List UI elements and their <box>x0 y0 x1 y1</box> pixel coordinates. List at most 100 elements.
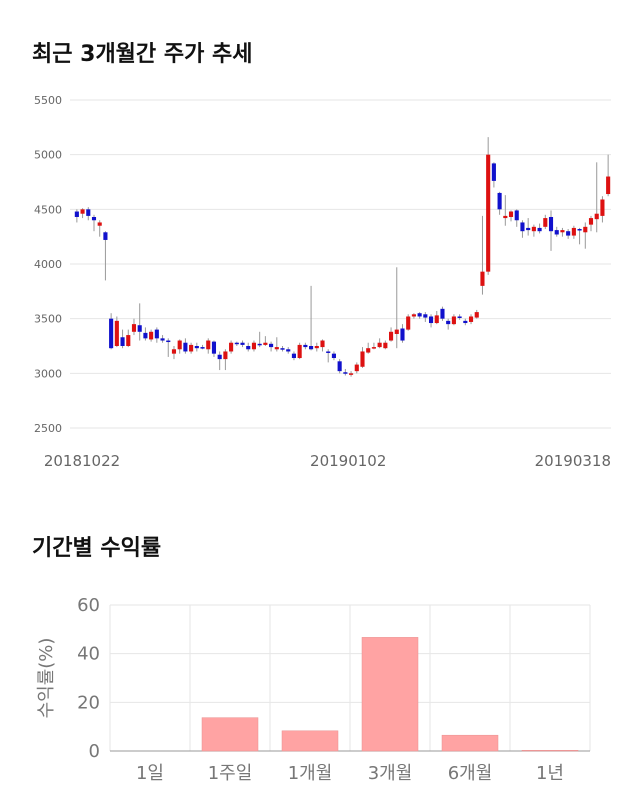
candle-body <box>137 325 142 332</box>
candle-body <box>389 331 394 341</box>
candle-body <box>440 308 445 319</box>
return-y-tick-label: 60 <box>77 595 100 616</box>
candle-body <box>166 340 171 343</box>
return-x-tick-label: 1년 <box>536 763 564 784</box>
candle-body <box>217 354 222 360</box>
candle-body <box>417 313 422 317</box>
candle-body <box>303 344 308 348</box>
price-y-tick-label: 3000 <box>34 367 62 380</box>
candle-body <box>463 320 468 324</box>
candle-body <box>229 342 234 352</box>
candle-body <box>446 320 451 325</box>
price-trend-title: 최근 3개월간 주가 추세 <box>32 42 253 67</box>
candle-body <box>537 227 542 232</box>
candle-body <box>91 216 97 221</box>
candle-body <box>606 176 611 195</box>
candle-body <box>246 346 251 350</box>
candle-body <box>571 227 576 236</box>
return-bar <box>201 717 259 752</box>
candle-body <box>314 346 319 349</box>
candle-body <box>189 344 194 352</box>
price-x-tick-label: 20181022 <box>44 452 120 470</box>
candle-body <box>149 331 154 340</box>
candle-body <box>400 328 405 341</box>
candle-body <box>366 348 371 353</box>
return-y-tick-label: 20 <box>77 692 100 713</box>
return-x-tick-label: 1주일 <box>208 763 253 784</box>
candle-body <box>326 351 331 353</box>
candle-body <box>434 315 439 324</box>
candle-body <box>514 210 519 221</box>
price-x-ticks: 20181022 20190102 20190318 <box>44 452 611 470</box>
return-x-ticks: 1일 1주일 1개월 3개월 6개월 1년 <box>136 763 564 784</box>
candle-body <box>520 222 525 232</box>
candle-body <box>526 227 531 231</box>
candle-body <box>343 372 348 374</box>
candle-body <box>508 211 514 217</box>
candle-body <box>554 230 559 235</box>
return-x-tick-label: 3개월 <box>368 763 413 784</box>
candle-body <box>320 340 325 348</box>
candle-body <box>594 213 599 220</box>
candle-body <box>74 211 79 217</box>
return-x-tick-label: 6개월 <box>448 763 493 784</box>
candle-body <box>600 199 605 216</box>
candle-body <box>548 216 554 232</box>
price-y-tick-label: 2500 <box>34 422 62 435</box>
price-y-tick-label: 5000 <box>34 149 62 162</box>
candle-body <box>263 342 268 345</box>
candle-body <box>177 340 182 350</box>
candle-body <box>428 316 434 324</box>
candle-body <box>211 341 217 354</box>
candle-body <box>451 316 456 325</box>
candle-body <box>383 342 388 349</box>
candle-body <box>131 324 137 332</box>
candle-body <box>486 154 491 272</box>
candle-body <box>309 346 314 350</box>
candle-body <box>360 351 365 367</box>
candle-body <box>269 343 274 348</box>
candle-body <box>103 232 108 240</box>
return-bar <box>521 750 579 752</box>
candle-body <box>503 215 508 219</box>
candle-body <box>531 226 536 232</box>
candle-body <box>457 316 462 318</box>
return-x-tick-label: 1일 <box>136 763 164 784</box>
price-candles <box>74 137 611 377</box>
price-grid <box>70 99 611 429</box>
candle-body <box>297 344 302 359</box>
candle-body <box>109 318 114 349</box>
candle-body <box>331 353 336 359</box>
candle-body <box>223 351 228 360</box>
candle-body <box>560 230 565 233</box>
candle-body <box>183 342 188 352</box>
candle-body <box>497 192 502 210</box>
candle-body <box>206 340 211 350</box>
candle-body <box>411 314 416 317</box>
candle-body <box>200 347 205 349</box>
candle-body <box>114 320 119 346</box>
period-return-bar-chart: 0 20 40 60 1일 1주일 1개월 3개월 6개월 1년 수익률(%) <box>36 595 591 784</box>
candle-body <box>377 342 382 348</box>
candle-body <box>154 329 159 339</box>
candle-body <box>286 349 291 352</box>
return-y-tick-label: 40 <box>77 644 100 665</box>
return-bar <box>281 730 339 752</box>
candle-body <box>354 364 359 372</box>
candle-body <box>543 218 548 227</box>
candle-body <box>291 353 296 359</box>
candle-body <box>257 343 262 346</box>
candle-body <box>251 342 257 350</box>
candle-body <box>160 338 165 341</box>
price-y-tick-label: 3500 <box>34 313 62 326</box>
candle-body <box>423 314 428 318</box>
return-bar <box>361 637 419 752</box>
candle-body <box>566 231 571 236</box>
candle-body <box>194 346 199 349</box>
candle-body <box>406 316 411 330</box>
period-return-title: 기간별 수익률 <box>32 536 162 561</box>
candle-body <box>349 373 354 375</box>
candle-body <box>583 226 588 233</box>
candle-body <box>120 337 125 346</box>
